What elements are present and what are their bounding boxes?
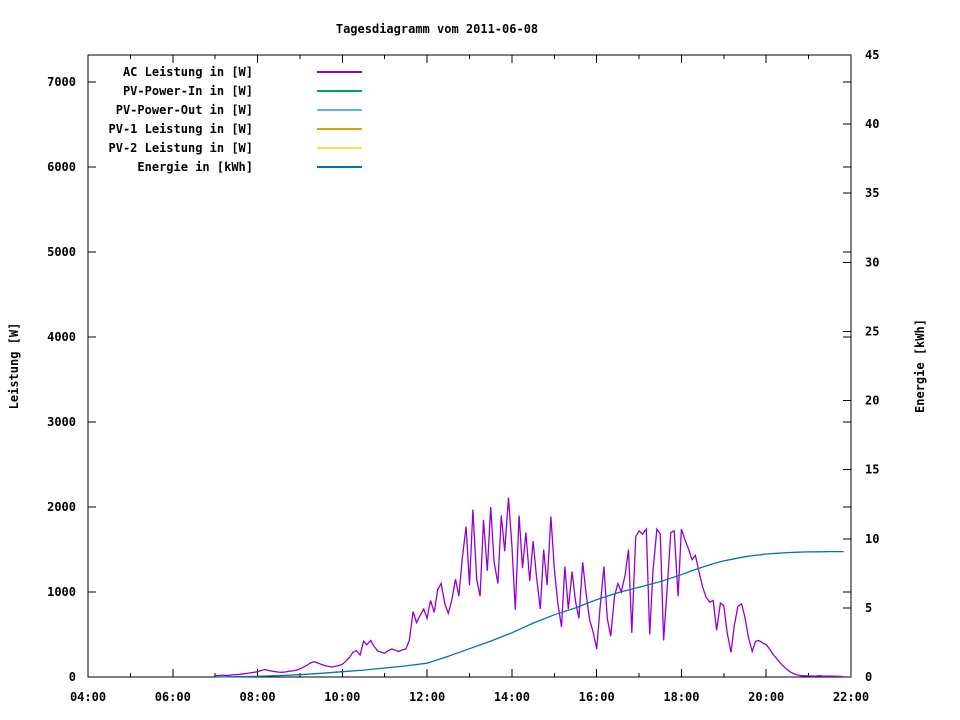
y-right-tick-label: 5 (865, 601, 872, 615)
y-right-tick-label: 25 (865, 324, 879, 338)
legend-label: Energie in [kWh] (137, 159, 253, 174)
legend-item: PV-Power-In in [W] (88, 81, 362, 100)
axes (87, 54, 852, 678)
legend-line-sample (317, 89, 362, 92)
y-right-tick-label: 0 (865, 670, 872, 684)
y-right-tick-label: 45 (865, 48, 879, 62)
legend-line-sample (317, 108, 362, 111)
x-tick-label: 08:00 (239, 690, 275, 704)
x-tick-label: 10:00 (324, 690, 360, 704)
y-right-tick-label: 20 (865, 394, 879, 408)
y-left-tick-label: 0 (69, 670, 76, 684)
y-left-tick-label: 7000 (47, 75, 76, 89)
chart-title: Tagesdiagramm vom 2011-06-08 (335, 22, 539, 36)
legend-line-sample (317, 146, 362, 149)
y-right-tick-label: 15 (865, 463, 879, 477)
y-left-tick-label: 6000 (47, 160, 76, 174)
legend-line-sample (317, 165, 362, 168)
series-line-ac-leistung-in-w (215, 497, 844, 678)
x-tick-label: 04:00 (70, 690, 106, 704)
series-lines (215, 497, 844, 678)
legend-item: PV-Power-Out in [W] (88, 100, 362, 119)
y-right-tick-label: 10 (865, 532, 879, 546)
y-right-tick-label: 30 (865, 255, 879, 269)
y-left-tick-label: 5000 (47, 245, 76, 259)
legend-item: AC Leistung in [W] (88, 62, 362, 81)
x-tick-label: 16:00 (579, 690, 615, 704)
y-right-tick-label: 35 (865, 186, 879, 200)
x-tick-label: 14:00 (494, 690, 530, 704)
legend-item: PV-2 Leistung in [W] (88, 138, 362, 157)
x-tick-label: 20:00 (748, 690, 784, 704)
legend-label: PV-1 Leistung in [W] (108, 121, 254, 136)
y-right-tick-label: 40 (865, 117, 879, 131)
legend-label: AC Leistung in [W] (122, 64, 253, 79)
legend-line-sample (317, 70, 362, 73)
y-left-tick-label: 2000 (47, 500, 76, 514)
x-tick-label: 18:00 (663, 690, 699, 704)
y-left-tick-label: 4000 (47, 330, 76, 344)
series-line-energie-in-kwh (215, 550, 844, 678)
legend-item: PV-1 Leistung in [W] (88, 119, 362, 138)
y-left-tick-label: 3000 (47, 415, 76, 429)
legend: AC Leistung in [W] PV-Power-In in [W] PV-P… (88, 62, 362, 176)
legend-line-sample (317, 127, 362, 130)
x-tick-label: 12:00 (409, 690, 445, 704)
y-left-tick-label: 1000 (47, 585, 76, 599)
x-tick-label: 22:00 (833, 690, 869, 704)
x-tick-label: 06:00 (155, 690, 191, 704)
legend-label: PV-Power-Out in [W] (115, 102, 253, 117)
legend-item: Energie in [kWh] (88, 157, 362, 176)
legend-label: PV-Power-In in [W] (122, 83, 253, 98)
legend-label: PV-2 Leistung in [W] (108, 140, 254, 155)
